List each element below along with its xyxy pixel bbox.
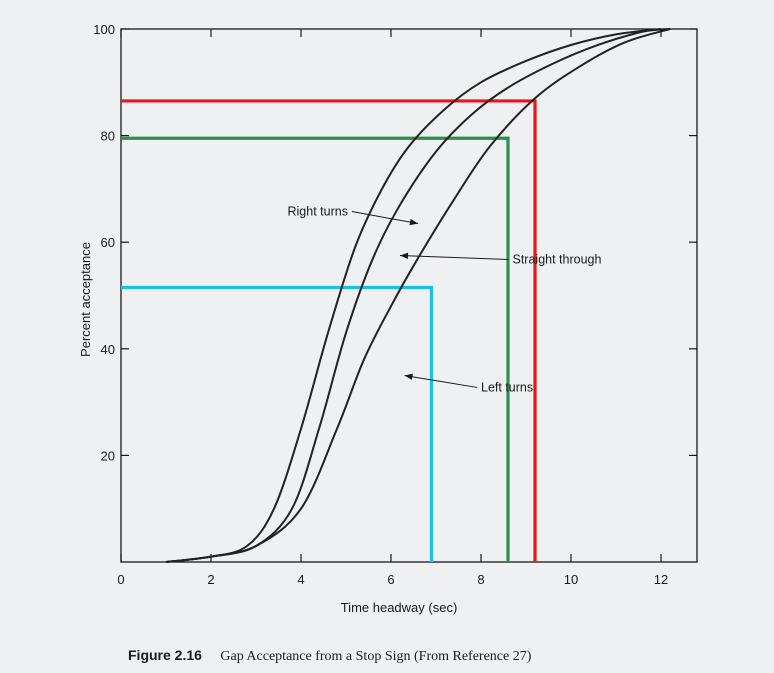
annotation-straight-through: Straight through [513, 253, 602, 267]
x-axis-label: Time headway (sec) [341, 600, 458, 615]
reference-lines [121, 99, 537, 562]
y-tick-label: 80 [101, 129, 115, 144]
series-line-right-turns [165, 28, 662, 563]
x-tick-label: 2 [207, 572, 214, 587]
annotation-arrow-head [404, 373, 413, 380]
y-tick-label: 60 [101, 235, 115, 250]
annotations: Right turns Straight through Left turns [288, 205, 602, 395]
y-tick-label: 40 [101, 342, 115, 357]
reference-line-green [121, 136, 510, 562]
x-tick-label: 4 [297, 572, 304, 587]
reference-line-red [121, 99, 537, 562]
reference-line-blue [121, 285, 434, 562]
y-tick-label: 20 [101, 448, 115, 463]
series-line-left-turns [165, 28, 671, 563]
figure-caption: Figure 2.16 Gap Acceptance from a Stop S… [128, 647, 532, 664]
caption-text: Gap Acceptance from a Stop Sign (From Re… [220, 649, 531, 664]
x-tick-label: 8 [477, 572, 484, 587]
annotation-right-turns: Right turns [288, 205, 348, 219]
annotation-left-turns: Left turns [481, 380, 533, 394]
annotation-arrow-line [351, 211, 419, 225]
annotation-arrow-line [399, 255, 509, 261]
x-tick-label: 0 [117, 572, 124, 587]
series-line-straight-through [165, 28, 671, 563]
caption-label: Figure 2.16 [128, 647, 202, 663]
annotation-arrow-head [409, 218, 418, 226]
series-curves [165, 28, 671, 563]
x-tick-label: 6 [387, 572, 394, 587]
axis-ticks: 0 2 4 6 8 10 12 20 40 60 80 100 [93, 22, 697, 587]
plot-frame [120, 28, 698, 563]
y-axis-label: Percent acceptance [78, 242, 93, 357]
x-tick-label: 10 [564, 572, 578, 587]
x-tick-label: 12 [654, 572, 668, 587]
annotation-arrow-head [400, 252, 409, 260]
annotation-arrow-line [404, 374, 478, 388]
y-tick-label: 100 [93, 22, 115, 37]
